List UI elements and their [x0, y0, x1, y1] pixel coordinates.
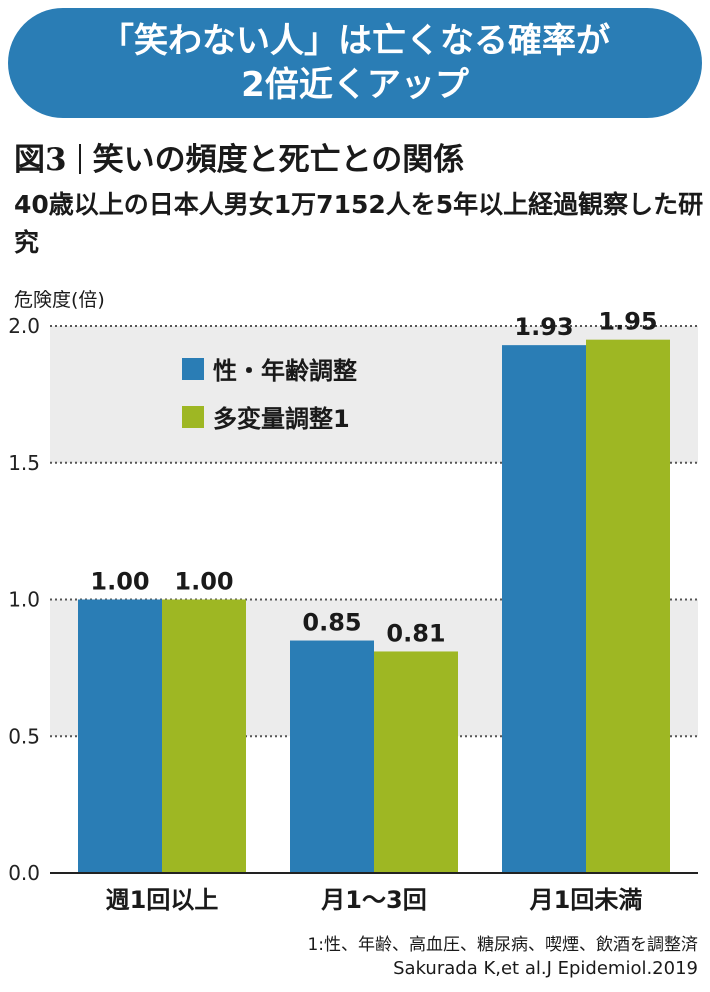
legend-swatch: [182, 406, 204, 428]
data-label: 0.81: [386, 619, 445, 647]
y-tick-label: 2.0: [8, 314, 40, 338]
x-tick-label: 月1〜3回: [320, 886, 426, 914]
bar: [586, 339, 670, 873]
figure-number: 図3: [14, 142, 67, 178]
bar-chart: 0.0 0.5 1.0 1.5 2.0 1.00 1.00 週1回以上 0.85 0.81 月1〜3…: [8, 308, 698, 914]
data-label: 0.85: [302, 609, 361, 637]
footnote: 1:性、年齢、高血圧、糖尿病、喫煙、飲酒を調整済: [307, 935, 698, 955]
headline-line-2: 2倍近くアップ: [241, 65, 469, 105]
bar: [162, 599, 246, 873]
bar: [290, 640, 374, 873]
y-tick-label: 0.0: [8, 861, 40, 885]
source-citation: Sakurada K,et al.J Epidemiol.2019: [393, 958, 698, 979]
headline-banner: 「笑わない人」は亡くなる確率が 2倍近くアップ: [8, 8, 702, 118]
headline-line-1: 「笑わない人」は亡くなる確率が: [100, 21, 610, 61]
figure-title: 図3 笑いの頻度と死亡との関係: [14, 134, 464, 179]
data-label: 1.93: [514, 313, 573, 341]
figure-subtitle: 40歳以上の日本人男女1万7152人を5年以上経過観察した研究: [14, 190, 704, 257]
data-label: 1.00: [174, 568, 233, 596]
y-tick-label: 0.5: [8, 724, 40, 748]
legend-swatch: [182, 358, 204, 380]
figure-title-text: 笑いの頻度と死亡との関係: [92, 142, 465, 178]
x-tick-label: 週1回以上: [106, 886, 219, 914]
y-tick-label: 1.5: [8, 451, 40, 475]
y-axis-label: 危険度(倍): [14, 289, 105, 311]
data-label: 1.00: [90, 568, 149, 596]
y-tick-label: 1.0: [8, 588, 40, 612]
legend-label: 多変量調整1: [213, 405, 350, 433]
data-label: 1.95: [598, 308, 657, 336]
bar: [374, 651, 458, 873]
legend-label: 性・年齢調整: [213, 357, 357, 385]
title-divider: [78, 144, 81, 174]
bar: [78, 599, 162, 873]
x-tick-label: 月1回未満: [529, 886, 643, 914]
bar: [502, 345, 586, 873]
